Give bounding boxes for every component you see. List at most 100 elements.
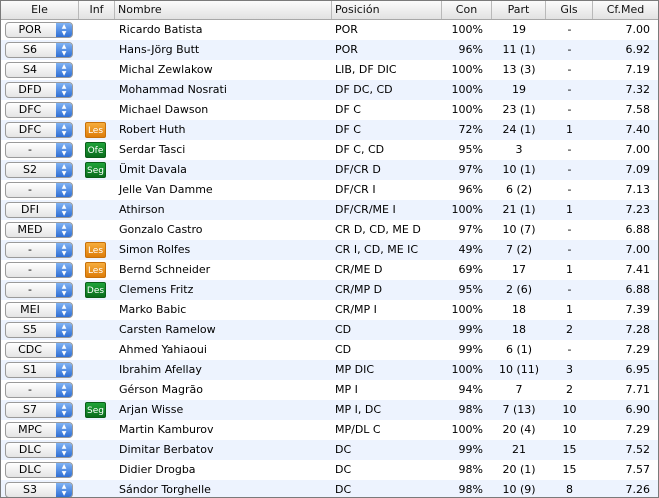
status-badge[interactable]: Les	[85, 262, 106, 278]
role-select[interactable]: CDC ▲ ▼	[5, 342, 73, 358]
role-select[interactable]: DFI ▲ ▼	[5, 202, 73, 218]
role-select[interactable]: S1 ▲ ▼	[5, 362, 73, 378]
table-row[interactable]: DFI ▲ ▼ Athirson DF/CR/ME I 100% 21 (1) 1 7.23	[1, 200, 658, 220]
table-row[interactable]: DLC ▲ ▼ Didier Drogba DC 98% 20 (1) 15 7.57	[1, 460, 658, 480]
table-row[interactable]: - ▲ ▼ Les Bernd Schneider CR/ME D 69% 17 1 7.41	[1, 260, 658, 280]
updown-arrows-icon[interactable]: ▲ ▼	[56, 203, 72, 217]
table-row[interactable]: POR ▲ ▼ Ricardo Batista POR 100% 19 - 7.00	[1, 20, 658, 40]
table-row[interactable]: - ▲ ▼ Des Clemens Fritz CR/MP D 95% 2 (6) - 6.88	[1, 280, 658, 300]
column-header-inf[interactable]: Inf	[79, 1, 115, 19]
table-row[interactable]: - ▲ ▼ Gérson Magrão MP I 94% 7 2 7.71	[1, 380, 658, 400]
goals-cell: -	[567, 343, 572, 356]
table-row[interactable]: - ▲ ▼ Ofe Serdar Tasci DF C, CD 95% 3 - 7.00	[1, 140, 658, 160]
appearances-cell: 7 (13)	[502, 403, 536, 416]
player-name: Ahmed Yahiaoui	[119, 343, 207, 356]
table-row[interactable]: DFC ▲ ▼ Les Robert Huth DF C 72% 24 (1) 1 7.40	[1, 120, 658, 140]
status-badge[interactable]: Les	[85, 242, 106, 258]
role-select[interactable]: S3 ▲ ▼	[5, 482, 73, 497]
role-select[interactable]: - ▲ ▼	[5, 382, 73, 398]
updown-arrows-icon[interactable]: ▲ ▼	[56, 403, 72, 417]
table-row[interactable]: DFD ▲ ▼ Mohammad Nosrati DF DC, CD 100% 19 - 7.3…	[1, 80, 658, 100]
updown-arrows-icon[interactable]: ▲ ▼	[56, 323, 72, 337]
updown-arrows-icon[interactable]: ▲ ▼	[56, 463, 72, 477]
role-select-value: S6	[23, 43, 37, 56]
table-row[interactable]: MPC ▲ ▼ Martin Kamburov MP/DL C 100% 20 (4) 10 7…	[1, 420, 658, 440]
updown-arrows-icon[interactable]: ▲ ▼	[56, 283, 72, 297]
role-select[interactable]: S5 ▲ ▼	[5, 322, 73, 338]
role-select[interactable]: S2 ▲ ▼	[5, 162, 73, 178]
updown-arrows-icon[interactable]: ▲ ▼	[56, 103, 72, 117]
updown-arrows-icon[interactable]: ▲ ▼	[56, 303, 72, 317]
status-badge[interactable]: Des	[85, 282, 106, 298]
column-header-con[interactable]: Con	[442, 1, 492, 19]
updown-arrows-icon[interactable]: ▲ ▼	[56, 443, 72, 457]
role-select[interactable]: DFC ▲ ▼	[5, 102, 73, 118]
status-badge[interactable]: Seg	[85, 162, 106, 178]
role-select[interactable]: DLC ▲ ▼	[5, 442, 73, 458]
table-row[interactable]: CDC ▲ ▼ Ahmed Yahiaoui CD 99% 6 (1) - 7.29	[1, 340, 658, 360]
table-row[interactable]: S3 ▲ ▼ Sándor Torghelle DC 98% 10 (9) 8 7.26	[1, 480, 658, 497]
table-row[interactable]: S1 ▲ ▼ Ibrahim Afellay MP DIC 100% 10 (11) 3 6.9…	[1, 360, 658, 380]
appearances-cell: 10 (11)	[498, 363, 540, 376]
updown-arrows-icon[interactable]: ▲ ▼	[56, 83, 72, 97]
status-badge[interactable]: Seg	[85, 402, 106, 418]
role-select[interactable]: MPC ▲ ▼	[5, 422, 73, 438]
table-row[interactable]: S6 ▲ ▼ Hans-Jörg Butt POR 96% 11 (1) - 6.92	[1, 40, 658, 60]
table-row[interactable]: - ▲ ▼ Jelle Van Damme DF/CR I 96% 6 (2) - 7.13	[1, 180, 658, 200]
role-select[interactable]: S6 ▲ ▼	[5, 42, 73, 58]
role-select[interactable]: - ▲ ▼	[5, 262, 73, 278]
updown-arrows-icon[interactable]: ▲ ▼	[56, 43, 72, 57]
role-select[interactable]: MED ▲ ▼	[5, 222, 73, 238]
table-row[interactable]: - ▲ ▼ Les Simon Rolfes CR I, CD, ME IC 49% 7 (2…	[1, 240, 658, 260]
column-header-nombre[interactable]: Nombre	[115, 1, 332, 19]
column-header-cfmed[interactable]: Cf.Med	[606, 3, 645, 16]
updown-arrows-icon[interactable]: ▲ ▼	[56, 483, 72, 497]
role-select[interactable]: - ▲ ▼	[5, 182, 73, 198]
ele-cell: S7 ▲ ▼	[1, 400, 79, 420]
role-select[interactable]: - ▲ ▼	[5, 242, 73, 258]
table-row[interactable]: MEI ▲ ▼ Marko Babic CR/MP I 100% 18 1 7.39	[1, 300, 658, 320]
table-row[interactable]: S7 ▲ ▼ Seg Arjan Wisse MP I, DC 98% 7 (13) 10 6.9…	[1, 400, 658, 420]
table-row[interactable]: S2 ▲ ▼ Seg Ümit Davala DF/CR D 97% 10 (1) - 7.09	[1, 160, 658, 180]
updown-arrows-icon[interactable]: ▲ ▼	[56, 363, 72, 377]
role-select[interactable]: MEI ▲ ▼	[5, 302, 73, 318]
status-badge[interactable]: Ofe	[85, 142, 106, 158]
role-select[interactable]: DLC ▲ ▼	[5, 462, 73, 478]
role-select-value: S3	[23, 483, 37, 496]
role-select[interactable]: DFC ▲ ▼	[5, 122, 73, 138]
updown-arrows-icon[interactable]: ▲ ▼	[56, 123, 72, 137]
updown-arrows-icon[interactable]: ▲ ▼	[56, 163, 72, 177]
appearances-cell: 18	[512, 303, 526, 316]
updown-arrows-icon[interactable]: ▲ ▼	[56, 243, 72, 257]
column-header-ele[interactable]: Ele	[1, 1, 79, 19]
role-select-value: S7	[23, 403, 37, 416]
role-select[interactable]: - ▲ ▼	[5, 282, 73, 298]
updown-arrows-icon[interactable]: ▲ ▼	[56, 223, 72, 237]
role-select[interactable]: S4 ▲ ▼	[5, 62, 73, 78]
table-row[interactable]: DLC ▲ ▼ Dimitar Berbatov DC 99% 21 15 7.52	[1, 440, 658, 460]
updown-arrows-icon[interactable]: ▲ ▼	[56, 423, 72, 437]
updown-arrows-icon[interactable]: ▲ ▼	[56, 23, 72, 37]
position-cell: LIB, DF DIC	[335, 63, 397, 76]
table-row[interactable]: S5 ▲ ▼ Carsten Ramelow CD 99% 18 2 7.28	[1, 320, 658, 340]
role-select[interactable]: POR ▲ ▼	[5, 22, 73, 38]
column-header-part[interactable]: Part	[492, 1, 546, 19]
player-name: Gonzalo Castro	[119, 223, 203, 236]
position-cell: DF C	[335, 123, 361, 136]
role-select[interactable]: DFD ▲ ▼	[5, 82, 73, 98]
updown-arrows-icon[interactable]: ▲ ▼	[56, 63, 72, 77]
updown-arrows-icon[interactable]: ▲ ▼	[56, 183, 72, 197]
updown-arrows-icon[interactable]: ▲ ▼	[56, 383, 72, 397]
average-rating-cell: 7.52	[625, 443, 651, 456]
column-header-gls[interactable]: Gls	[546, 1, 593, 19]
role-select[interactable]: - ▲ ▼	[5, 142, 73, 158]
updown-arrows-icon[interactable]: ▲ ▼	[56, 143, 72, 157]
table-row[interactable]: DFC ▲ ▼ Michael Dawson DF C 100% 23 (1) - 7.58	[1, 100, 658, 120]
status-badge[interactable]: Les	[85, 122, 106, 138]
updown-arrows-icon[interactable]: ▲ ▼	[56, 343, 72, 357]
table-row[interactable]: MED ▲ ▼ Gonzalo Castro CR D, CD, ME D 97% 10 (…	[1, 220, 658, 240]
role-select[interactable]: S7 ▲ ▼	[5, 402, 73, 418]
column-header-posicion[interactable]: Posición	[332, 1, 442, 19]
updown-arrows-icon[interactable]: ▲ ▼	[56, 263, 72, 277]
table-row[interactable]: S4 ▲ ▼ Michal Zewlakow LIB, DF DIC 100% 13 (3)…	[1, 60, 658, 80]
